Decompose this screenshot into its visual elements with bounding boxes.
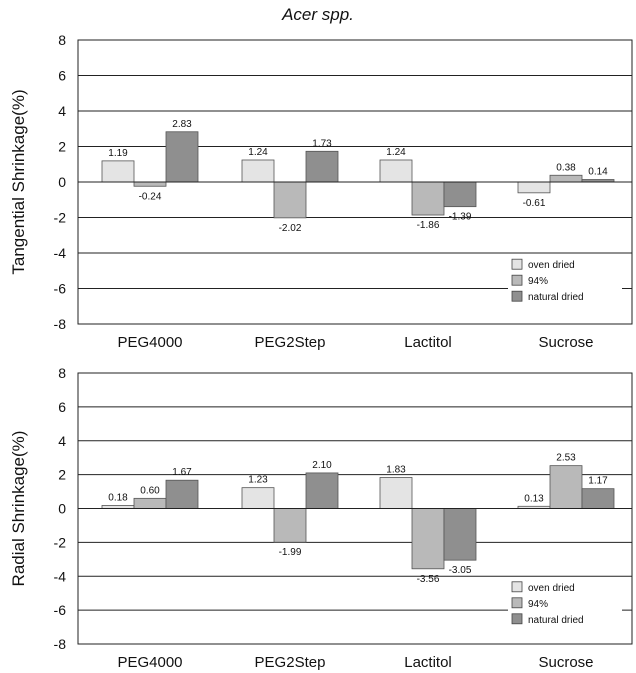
legend-swatch bbox=[511, 274, 523, 286]
category-label: Sucrose bbox=[538, 334, 593, 351]
data-label: -0.61 bbox=[523, 198, 546, 209]
y-tick-label: 6 bbox=[58, 68, 66, 84]
data-label: 1.24 bbox=[386, 147, 406, 158]
y-tick-label: 2 bbox=[58, 467, 66, 483]
bar bbox=[241, 487, 275, 509]
legend-entry: natural dried bbox=[528, 292, 584, 303]
category-label: Lactitol bbox=[404, 334, 452, 351]
figure-title: Acer spp. bbox=[281, 5, 354, 24]
tangential-shrinkage-chart: -8 -6 -4 -2 0 2 4 6 8 Tangential Shrinkage(%) PEG4… bbox=[9, 32, 633, 351]
bar bbox=[133, 181, 167, 187]
data-label: 1.17 bbox=[588, 476, 608, 487]
y-tick-label: 2 bbox=[58, 139, 66, 155]
data-label: -1.39 bbox=[449, 212, 472, 223]
legend-entry: oven dried bbox=[528, 260, 575, 271]
bar bbox=[101, 160, 135, 183]
data-label: 1.83 bbox=[386, 465, 406, 476]
y-tick-label: -4 bbox=[54, 568, 67, 584]
bar bbox=[443, 181, 477, 208]
category-label: Sucrose bbox=[538, 654, 593, 671]
y-tick-label: 8 bbox=[58, 32, 66, 48]
bar bbox=[273, 181, 307, 219]
category-label: PEG4000 bbox=[117, 654, 182, 671]
legend-entry: natural dried bbox=[528, 615, 584, 626]
category-label: PEG2Step bbox=[255, 334, 326, 351]
y-tick-label: 4 bbox=[58, 433, 66, 449]
category-label: Lactitol bbox=[404, 654, 452, 671]
data-label: 1.23 bbox=[248, 475, 268, 486]
bar bbox=[581, 488, 615, 509]
category-label: PEG4000 bbox=[117, 334, 182, 351]
bar bbox=[411, 181, 445, 216]
bar bbox=[517, 181, 551, 194]
bar bbox=[549, 174, 583, 183]
y-tick-label: 4 bbox=[58, 103, 66, 119]
data-label: -3.05 bbox=[449, 565, 472, 576]
bar bbox=[379, 477, 413, 509]
legend-swatch bbox=[511, 597, 523, 609]
data-label: 0.38 bbox=[556, 162, 576, 173]
legend-swatch bbox=[511, 581, 523, 593]
y-tick-label: -2 bbox=[54, 534, 67, 550]
legend-background bbox=[508, 578, 622, 629]
bar bbox=[379, 159, 413, 183]
data-label: 1.73 bbox=[312, 138, 332, 149]
radial-shrinkage-chart: -8 -6 -4 -2 0 2 4 6 8 Radial Shrinkage(%) PEG4000 P… bbox=[9, 365, 633, 671]
bar bbox=[549, 465, 583, 509]
legend-entry: oven dried bbox=[528, 583, 575, 594]
bar bbox=[305, 472, 339, 509]
bar bbox=[273, 508, 307, 543]
y-tick-label: -6 bbox=[54, 281, 67, 297]
data-label: -1.86 bbox=[417, 220, 440, 231]
y-tick-label: -6 bbox=[54, 602, 67, 618]
data-label: 1.24 bbox=[248, 147, 268, 158]
data-label: 1.67 bbox=[172, 467, 192, 478]
y-tick-label: 0 bbox=[58, 174, 66, 190]
data-label: 0.14 bbox=[588, 167, 608, 178]
y-tick-label: -8 bbox=[54, 636, 67, 652]
bar bbox=[411, 508, 445, 570]
legend-swatch bbox=[511, 290, 523, 302]
data-label: 2.83 bbox=[172, 119, 192, 130]
y-tick-label: -8 bbox=[54, 316, 67, 332]
y-tick-label: 0 bbox=[58, 501, 66, 517]
data-label: -2.02 bbox=[279, 223, 302, 234]
y-axis-title: Radial Shrinkage(%) bbox=[9, 431, 28, 587]
data-label: -1.99 bbox=[279, 547, 302, 558]
category-label: PEG2Step bbox=[255, 654, 326, 671]
bar bbox=[165, 479, 199, 509]
y-tick-label: 8 bbox=[58, 365, 66, 381]
data-label: 0.18 bbox=[108, 492, 128, 503]
legend-background bbox=[508, 256, 622, 307]
bar bbox=[165, 131, 199, 183]
bar bbox=[241, 159, 275, 183]
y-tick-label: -2 bbox=[54, 210, 67, 226]
y-tick-label: 6 bbox=[58, 399, 66, 415]
bar bbox=[443, 508, 477, 561]
y-tick-label: -4 bbox=[54, 245, 67, 261]
data-label: -3.56 bbox=[417, 574, 440, 585]
legend-swatch bbox=[511, 258, 523, 270]
legend-entry: 94% bbox=[528, 276, 548, 287]
data-label: 0.13 bbox=[524, 493, 544, 504]
data-label: -0.24 bbox=[139, 191, 162, 202]
legend-swatch bbox=[511, 613, 523, 625]
data-label: 2.10 bbox=[312, 460, 332, 471]
data-label: 0.60 bbox=[140, 485, 160, 496]
data-label: 1.19 bbox=[108, 148, 128, 159]
data-label: 2.53 bbox=[556, 453, 576, 464]
bar bbox=[133, 497, 167, 509]
bar bbox=[305, 150, 339, 183]
y-axis-title: Tangential Shrinkage(%) bbox=[9, 89, 28, 274]
legend-entry: 94% bbox=[528, 599, 548, 610]
